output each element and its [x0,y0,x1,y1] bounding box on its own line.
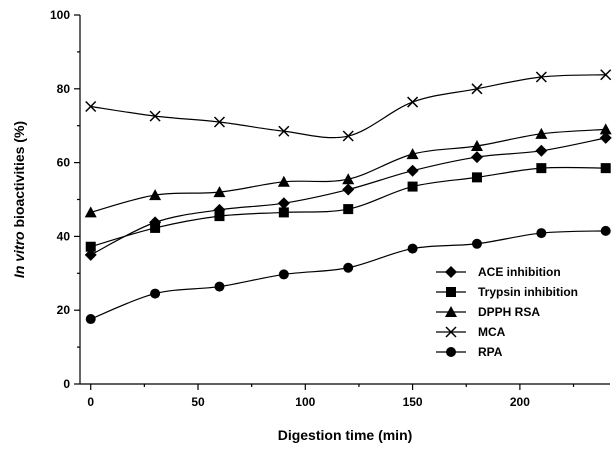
legend-label: Trypsin inhibition [478,285,578,299]
y-tick-label: 80 [57,82,71,96]
data-point-rpa [85,314,96,325]
legend-marker [445,266,457,278]
legend: ACE inhibition Trypsin inhibition DPPH RSA… [436,265,578,359]
y-tick-label: 40 [57,229,71,243]
legend-item-trypsin-inhibition: Trypsin inhibition [436,285,578,299]
data-point-rpa [150,288,161,299]
marker-stroke [342,130,354,142]
data-point-dpph-rsa [599,123,612,135]
legend-label: ACE inhibition [478,265,561,279]
data-point-trypsin-inhibition [85,241,96,252]
data-point-trypsin-inhibition [278,207,289,218]
data-point-mca [600,69,612,81]
data-point-dpph-rsa [406,148,419,160]
series-line-mca [90,74,606,139]
y-axis-title-rest: bioactivities (%) [11,121,27,231]
y-tick-label: 60 [57,156,71,170]
legend-label: MCA [478,325,506,339]
legend-label: RPA [478,345,503,359]
legend-item-ace-inhibition: ACE inhibition [436,265,561,279]
x-tick-label: 50 [191,395,205,409]
y-axis-title: In vitro bioactivities (%) [11,121,27,278]
data-point-dpph-rsa [535,127,548,139]
marker-stroke [535,71,547,83]
data-point-mca [149,110,161,122]
data-point-rpa [343,262,354,273]
data-point-mca [85,100,97,113]
data-point-trypsin-inhibition [214,211,225,222]
series-rpa [85,225,611,325]
marker-stroke [213,116,226,128]
data-point-trypsin-inhibition [343,204,354,215]
data-point-dpph-rsa [213,186,226,198]
x-axis-title: Digestion time (min) [278,427,413,443]
series-ace-inhibition [84,131,612,261]
data-point-rpa [214,281,225,292]
data-point-ace-inhibition [535,144,548,157]
data-point-rpa [471,238,482,249]
data-point-mca [278,125,290,137]
data-point-trypsin-inhibition [150,222,161,233]
marker-stroke [471,83,483,95]
legend-label: DPPH RSA [478,305,540,319]
axes: 0 20 40 60 80 100 0 50 100 150 200 [50,8,610,409]
x-tick-label: 100 [295,395,315,409]
series-mca [85,69,612,142]
data-point-trypsin-inhibition [600,163,611,174]
data-point-rpa [536,228,547,239]
data-point-ace-inhibition [342,183,355,196]
data-point-ace-inhibition [470,151,483,164]
marker-stroke [149,110,161,122]
marker-stroke [407,96,419,108]
y-tick-label: 20 [57,303,71,317]
legend-item-rpa: RPA [436,345,503,359]
data-point-mca [407,96,419,108]
legend-marker [445,306,457,317]
y-tick-label: 100 [50,8,70,22]
data-point-ace-inhibition [84,248,97,261]
data-point-mca [471,83,483,95]
legend-item-dpph-rsa: DPPH RSA [436,305,540,319]
data-point-ace-inhibition [599,131,612,144]
marker-stroke [278,125,290,137]
marker-stroke [600,69,612,81]
x-tick-label: 200 [510,395,530,409]
data-point-dpph-rsa [342,173,355,185]
legend-marker [446,347,456,357]
x-tick-label: 150 [403,395,423,409]
marker-stroke [445,326,457,338]
data-point-mca [213,116,226,128]
y-tick-label: 0 [63,377,70,391]
data-point-trypsin-inhibition [407,181,418,192]
data-point-rpa [407,243,418,254]
legend-marker [446,287,456,297]
data-point-rpa [278,269,289,280]
series-line-dpph-rsa [90,128,606,213]
data-point-dpph-rsa [84,206,97,218]
data-point-mca [342,130,354,142]
marker-stroke [85,100,97,113]
data-point-mca [535,71,547,83]
data-point-rpa [600,225,611,236]
data-point-dpph-rsa [149,189,162,201]
series-dpph-rsa [84,123,612,218]
series-line-ace-inhibition [90,137,606,256]
data-point-trypsin-inhibition [471,172,482,183]
legend-item-mca: MCA [436,325,506,339]
data-point-trypsin-inhibition [536,163,547,174]
data-point-dpph-rsa [470,139,483,151]
data-point-dpph-rsa [277,175,290,187]
series-trypsin-inhibition [85,163,611,252]
data-point-ace-inhibition [406,164,419,177]
series-layer [84,69,612,325]
y-axis-title-italic: In vitro [11,231,27,278]
legend-marker [445,326,457,338]
data-point-ace-inhibition [277,197,290,210]
x-tick-label: 0 [87,395,94,409]
